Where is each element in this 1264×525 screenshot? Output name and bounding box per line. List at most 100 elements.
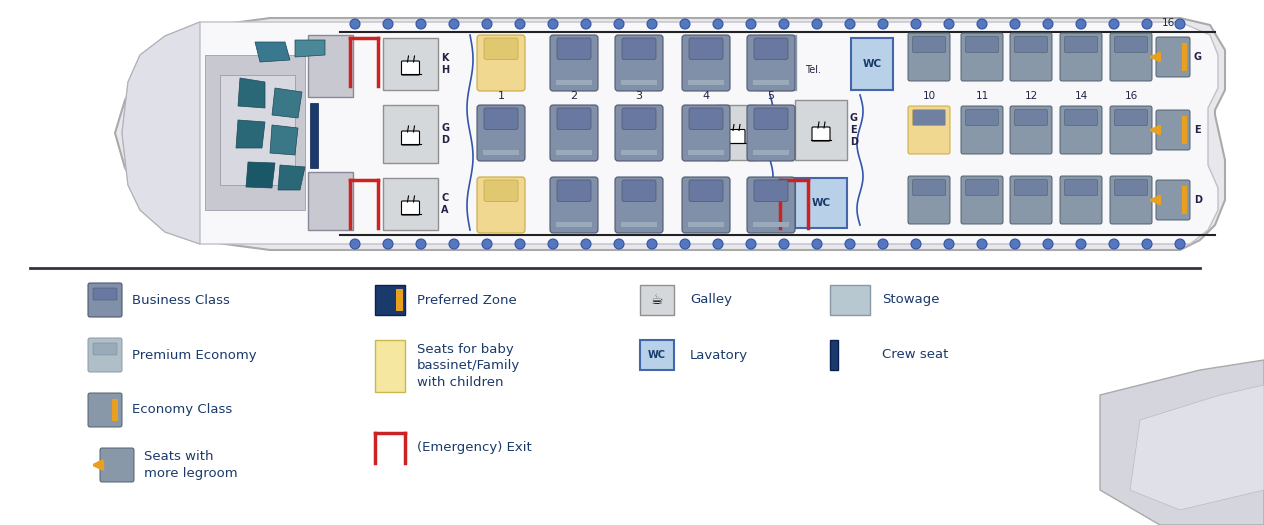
Bar: [556, 150, 592, 155]
Text: Tel.: Tel.: [805, 65, 822, 75]
Polygon shape: [115, 18, 1225, 250]
FancyBboxPatch shape: [1115, 180, 1148, 196]
Text: Economy Class: Economy Class: [131, 404, 233, 416]
Bar: [310, 103, 319, 168]
FancyBboxPatch shape: [913, 180, 945, 196]
Text: Premium Economy: Premium Economy: [131, 349, 257, 362]
Polygon shape: [278, 165, 305, 190]
Circle shape: [1109, 19, 1119, 29]
Circle shape: [449, 239, 459, 249]
Text: G: G: [1194, 52, 1202, 62]
FancyBboxPatch shape: [1060, 106, 1102, 154]
FancyBboxPatch shape: [747, 35, 795, 91]
Circle shape: [383, 239, 393, 249]
Text: 4: 4: [703, 91, 709, 101]
FancyBboxPatch shape: [557, 180, 592, 202]
Circle shape: [746, 19, 756, 29]
FancyBboxPatch shape: [402, 201, 420, 215]
Bar: [640, 285, 674, 315]
Circle shape: [811, 239, 822, 249]
Bar: [717, 105, 755, 160]
Circle shape: [846, 19, 854, 29]
FancyBboxPatch shape: [1157, 110, 1189, 150]
Bar: [795, 178, 847, 228]
FancyBboxPatch shape: [477, 105, 525, 161]
FancyBboxPatch shape: [727, 130, 744, 143]
FancyBboxPatch shape: [94, 288, 118, 300]
Polygon shape: [295, 40, 325, 57]
FancyBboxPatch shape: [1115, 110, 1148, 125]
Bar: [688, 80, 724, 85]
Bar: [383, 105, 439, 163]
FancyBboxPatch shape: [616, 177, 664, 233]
FancyBboxPatch shape: [1115, 37, 1148, 52]
Bar: [621, 150, 657, 155]
FancyBboxPatch shape: [683, 177, 731, 233]
Circle shape: [1109, 239, 1119, 249]
Circle shape: [350, 239, 360, 249]
Circle shape: [977, 19, 987, 29]
Circle shape: [581, 239, 592, 249]
Bar: [1182, 116, 1187, 144]
Circle shape: [746, 239, 756, 249]
FancyBboxPatch shape: [1064, 37, 1097, 52]
Bar: [383, 178, 439, 230]
FancyBboxPatch shape: [961, 106, 1004, 154]
Bar: [758, 178, 796, 228]
Circle shape: [680, 19, 690, 29]
FancyBboxPatch shape: [88, 338, 123, 372]
FancyBboxPatch shape: [402, 131, 420, 145]
Circle shape: [878, 239, 889, 249]
Bar: [795, 100, 847, 160]
Text: 11: 11: [976, 91, 988, 101]
Text: ☕: ☕: [651, 293, 664, 307]
Text: 2: 2: [570, 91, 578, 101]
Polygon shape: [123, 22, 1218, 244]
Bar: [112, 399, 118, 421]
Polygon shape: [123, 22, 200, 244]
Circle shape: [350, 19, 360, 29]
Polygon shape: [238, 78, 265, 108]
Text: Business Class: Business Class: [131, 293, 230, 307]
Bar: [396, 289, 403, 311]
Bar: [375, 340, 404, 392]
Bar: [220, 75, 295, 185]
Circle shape: [713, 19, 723, 29]
FancyBboxPatch shape: [1060, 33, 1102, 81]
Circle shape: [514, 239, 525, 249]
Circle shape: [449, 19, 459, 29]
FancyBboxPatch shape: [550, 177, 598, 233]
Bar: [556, 222, 592, 227]
FancyBboxPatch shape: [622, 108, 656, 130]
FancyBboxPatch shape: [755, 180, 787, 202]
Text: 5: 5: [767, 91, 775, 101]
Circle shape: [1176, 19, 1186, 29]
Circle shape: [911, 239, 921, 249]
FancyBboxPatch shape: [755, 108, 787, 130]
Polygon shape: [255, 42, 289, 62]
FancyBboxPatch shape: [622, 180, 656, 202]
Text: D: D: [1194, 195, 1202, 205]
Bar: [1182, 43, 1187, 71]
Text: WC: WC: [811, 198, 830, 208]
Circle shape: [1010, 239, 1020, 249]
FancyBboxPatch shape: [1015, 110, 1048, 125]
FancyBboxPatch shape: [1157, 37, 1189, 77]
Circle shape: [977, 239, 987, 249]
Circle shape: [944, 19, 954, 29]
Text: (Emergency) Exit: (Emergency) Exit: [417, 442, 532, 455]
Circle shape: [878, 19, 889, 29]
Bar: [375, 285, 404, 315]
Circle shape: [416, 19, 426, 29]
Text: 16: 16: [1162, 18, 1174, 28]
Text: Crew seat: Crew seat: [882, 349, 948, 362]
FancyBboxPatch shape: [1015, 180, 1048, 196]
Text: G
E
D: G E D: [849, 113, 858, 146]
FancyBboxPatch shape: [689, 180, 723, 202]
Text: 16: 16: [1125, 91, 1138, 101]
FancyBboxPatch shape: [100, 448, 134, 482]
FancyBboxPatch shape: [747, 105, 795, 161]
Text: G
D: G D: [441, 123, 449, 145]
Text: 12: 12: [1024, 91, 1038, 101]
Circle shape: [680, 239, 690, 249]
